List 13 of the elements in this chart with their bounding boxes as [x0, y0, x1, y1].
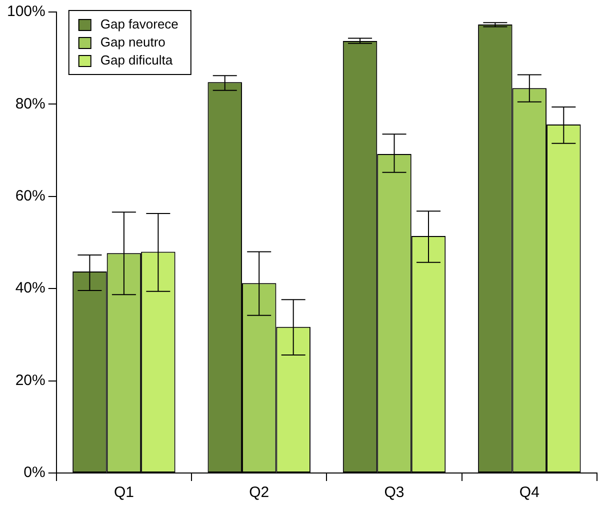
y-tick-label: 40%: [15, 280, 46, 297]
legend-label: Gap favorece: [100, 16, 178, 32]
y-tick-label: 0%: [24, 464, 46, 482]
x-tick-label: Q1: [114, 484, 134, 502]
legend-label: Gap neutro: [100, 34, 166, 50]
y-tick-label: 60%: [15, 188, 46, 205]
y-tick-label: 100%: [6, 3, 46, 20]
legend-label: Gap dificulta: [100, 52, 174, 68]
y-tick-label: 20%: [15, 372, 46, 389]
y-tick-label: 80%: [15, 95, 46, 112]
x-tick-label: Q4: [519, 484, 540, 502]
x-tick-label: Q3: [384, 484, 404, 502]
x-tick-label: Q2: [249, 484, 270, 502]
